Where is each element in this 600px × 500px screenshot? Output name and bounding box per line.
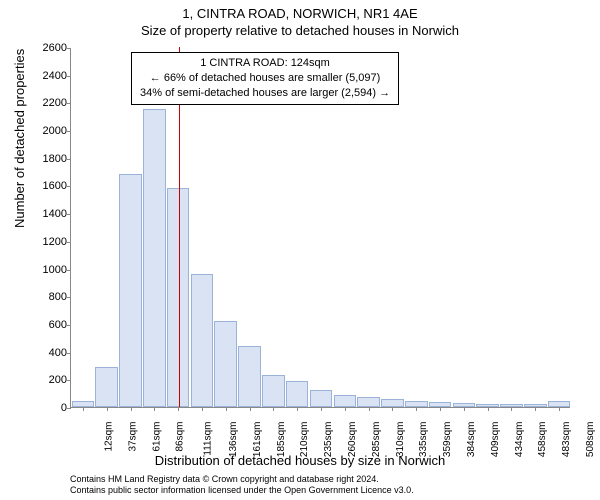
chart-area: 0200400600800100012001400160018002000220…: [70, 48, 570, 408]
y-tick-mark: [67, 214, 71, 215]
x-tick-mark: [297, 407, 298, 411]
chart-title-sub: Size of property relative to detached ho…: [0, 21, 600, 38]
y-tick-label: 2000: [29, 125, 67, 137]
y-tick-label: 1600: [29, 180, 67, 192]
x-tick-mark: [273, 407, 274, 411]
x-tick-mark: [178, 407, 179, 411]
x-tick-label: 335sqm: [419, 422, 430, 458]
annotation-box: 1 CINTRA ROAD: 124sqm← 66% of detached h…: [131, 52, 399, 105]
x-tick-mark: [154, 407, 155, 411]
bar: [214, 321, 237, 407]
x-tick-label: 310sqm: [395, 422, 406, 458]
x-tick-label: 86sqm: [175, 422, 186, 452]
x-tick-mark: [440, 407, 441, 411]
x-tick-label: 37sqm: [127, 422, 138, 452]
y-tick-label: 2200: [29, 97, 67, 109]
x-tick-mark: [107, 407, 108, 411]
x-tick-mark: [488, 407, 489, 411]
bar: [238, 346, 261, 407]
x-tick-label: 458sqm: [538, 422, 549, 458]
attribution: Contains HM Land Registry data © Crown c…: [70, 474, 414, 497]
y-tick-mark: [67, 408, 71, 409]
bar: [381, 399, 404, 407]
x-tick-mark: [345, 407, 346, 411]
x-tick-label: 161sqm: [252, 422, 263, 458]
y-axis-label: Number of detached properties: [12, 49, 27, 228]
y-tick-label: 0: [29, 402, 67, 414]
y-tick-mark: [67, 297, 71, 298]
y-tick-mark: [67, 325, 71, 326]
y-tick-label: 2600: [29, 42, 67, 54]
x-tick-label: 409sqm: [490, 422, 501, 458]
y-tick-label: 800: [29, 291, 67, 303]
y-tick-mark: [67, 103, 71, 104]
x-tick-mark: [392, 407, 393, 411]
chart-title-main: 1, CINTRA ROAD, NORWICH, NR1 4AE: [0, 0, 600, 21]
annotation-line-3: 34% of semi-detached houses are larger (…: [140, 86, 390, 101]
annotation-line-1: 1 CINTRA ROAD: 124sqm: [140, 56, 390, 71]
x-tick-mark: [464, 407, 465, 411]
x-tick-label: 285sqm: [371, 422, 382, 458]
x-tick-mark: [226, 407, 227, 411]
y-tick-mark: [67, 159, 71, 160]
x-tick-mark: [535, 407, 536, 411]
bar: [286, 381, 309, 407]
x-tick-label: 61sqm: [151, 422, 162, 452]
bar: [357, 397, 380, 407]
y-tick-mark: [67, 186, 71, 187]
y-tick-mark: [67, 131, 71, 132]
bar: [167, 188, 190, 407]
x-tick-label: 359sqm: [442, 422, 453, 458]
bar: [119, 174, 142, 407]
plot-area: 0200400600800100012001400160018002000220…: [70, 48, 570, 408]
x-tick-label: 384sqm: [466, 422, 477, 458]
x-tick-label: 210sqm: [299, 422, 310, 458]
x-tick-mark: [250, 407, 251, 411]
x-tick-mark: [511, 407, 512, 411]
y-tick-label: 600: [29, 319, 67, 331]
x-tick-mark: [559, 407, 560, 411]
bar: [262, 375, 285, 407]
y-tick-label: 1200: [29, 236, 67, 248]
x-tick-label: 434sqm: [514, 422, 525, 458]
y-tick-mark: [67, 380, 71, 381]
x-tick-mark: [416, 407, 417, 411]
y-tick-label: 400: [29, 347, 67, 359]
x-tick-label: 483sqm: [561, 422, 572, 458]
x-tick-mark: [321, 407, 322, 411]
x-tick-mark: [369, 407, 370, 411]
x-tick-label: 508sqm: [585, 422, 596, 458]
x-tick-mark: [202, 407, 203, 411]
y-tick-label: 2400: [29, 70, 67, 82]
y-tick-mark: [67, 48, 71, 49]
x-axis-label: Distribution of detached houses by size …: [0, 453, 600, 468]
y-tick-mark: [67, 270, 71, 271]
x-tick-label: 260sqm: [347, 422, 358, 458]
y-tick-label: 1000: [29, 264, 67, 276]
x-tick-label: 136sqm: [228, 422, 239, 458]
y-tick-mark: [67, 353, 71, 354]
y-tick-label: 1400: [29, 208, 67, 220]
bar: [95, 367, 118, 407]
annotation-line-2: ← 66% of detached houses are smaller (5,…: [140, 71, 390, 86]
x-tick-mark: [83, 407, 84, 411]
x-tick-mark: [131, 407, 132, 411]
y-tick-label: 200: [29, 374, 67, 386]
y-tick-mark: [67, 76, 71, 77]
attribution-line-2: Contains public sector information licen…: [70, 485, 414, 496]
bar: [334, 395, 357, 407]
bar: [310, 390, 333, 407]
bar: [191, 274, 214, 407]
bar: [143, 109, 166, 407]
attribution-line-1: Contains HM Land Registry data © Crown c…: [70, 474, 414, 485]
x-tick-label: 235sqm: [323, 422, 334, 458]
y-tick-mark: [67, 242, 71, 243]
x-tick-label: 185sqm: [276, 422, 287, 458]
x-tick-label: 111sqm: [203, 422, 214, 456]
y-tick-label: 1800: [29, 153, 67, 165]
x-tick-label: 12sqm: [103, 422, 114, 452]
